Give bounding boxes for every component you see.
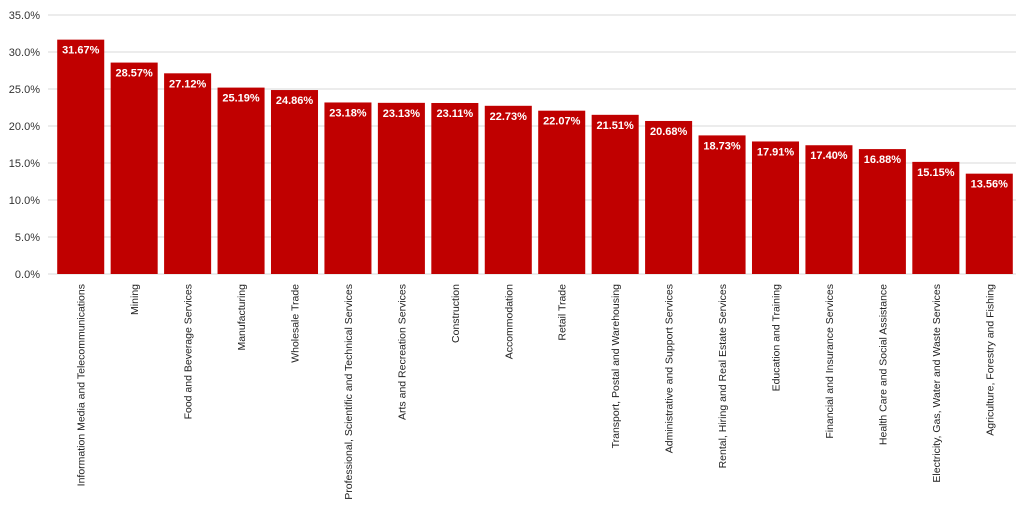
x-category-label: Construction [450,284,462,343]
x-category-label: Retail Trade [557,284,569,341]
bar-data-label: 16.88% [864,154,902,166]
x-category-label: Financial and Insurance Services [824,284,836,439]
bar-data-label: 23.13% [383,108,421,120]
x-category-label: Food and Beverage Services [183,284,195,419]
bar [751,141,800,274]
x-category-label: Manufacturing [236,284,248,351]
x-category-label: Accommodation [503,284,515,359]
y-tick-label: 20.0% [9,121,40,133]
data-labels: 31.67% 28.57% 27.12% 25.19% 24.86% 23.18% 23.1… [62,45,1008,191]
x-category-label: Rental, Hiring and Real Estate Services [717,284,729,468]
bar [698,135,746,274]
bar-data-label: 28.57% [116,68,154,80]
bar-data-label: 17.91% [757,146,795,158]
bar [431,102,479,275]
x-category-label: Mining [129,284,141,315]
bar-data-label: 21.51% [597,120,635,132]
bar-data-label: 22.07% [543,116,581,128]
bar [591,114,639,275]
bar-data-label: 20.68% [650,126,688,138]
x-category-label: Agriculture, Forestry and Fishing [984,284,996,436]
x-category-label: Information Media and Telecommunications [76,284,88,486]
y-tick-label: 5.0% [15,232,40,244]
bar-data-label: 18.73% [703,140,741,152]
bars [57,39,1013,275]
bar-data-label: 23.11% [436,108,473,120]
y-axis-ticks: 0.0% 5.0% 10.0% 15.0% 20.0% 25.0% 30.0% 35.0% [9,10,40,281]
bar [217,87,265,275]
x-category-label: Transport, Postal and Warehousing [610,284,622,449]
y-tick-label: 35.0% [9,10,40,22]
bar-data-label: 31.67% [62,45,100,57]
bar [965,173,1013,274]
x-category-label: Wholesale Trade [290,284,302,363]
bar [164,73,212,274]
bar-data-label: 25.19% [222,93,260,105]
bar [57,39,105,274]
bar [912,161,960,274]
y-tick-label: 0.0% [15,269,40,281]
bar [538,110,586,274]
bar-data-label: 24.86% [276,95,314,107]
y-tick-label: 15.0% [9,158,40,170]
bar [645,120,693,274]
x-category-label: Administrative and Support Services [664,284,676,453]
bar-data-label: 13.56% [971,179,1009,191]
x-category-label: Professional, Scientific and Technical S… [343,284,355,500]
bar [324,102,372,274]
bar-data-label: 17.40% [810,150,848,162]
bar-data-label: 22.73% [490,111,528,123]
bar [377,102,425,274]
bar [858,149,906,274]
bar-data-label: 27.12% [169,78,207,90]
y-tick-label: 25.0% [9,84,40,96]
x-axis-categories: Information Media and Telecommunications… [76,284,997,500]
x-category-label: Education and Training [771,284,783,392]
y-tick-label: 10.0% [9,195,40,207]
bar [484,105,532,274]
x-category-label: Arts and Recreation Services [396,284,408,420]
bar [270,90,319,274]
bar-data-label: 23.18% [329,107,367,119]
bar-data-label: 15.15% [917,167,955,179]
bar [110,62,158,274]
x-category-label: Health Care and Social Assistance [877,284,889,445]
bar [805,145,853,274]
y-tick-label: 30.0% [9,47,40,59]
x-category-label: Electricity, Gas, Water and Waste Servic… [931,284,943,483]
